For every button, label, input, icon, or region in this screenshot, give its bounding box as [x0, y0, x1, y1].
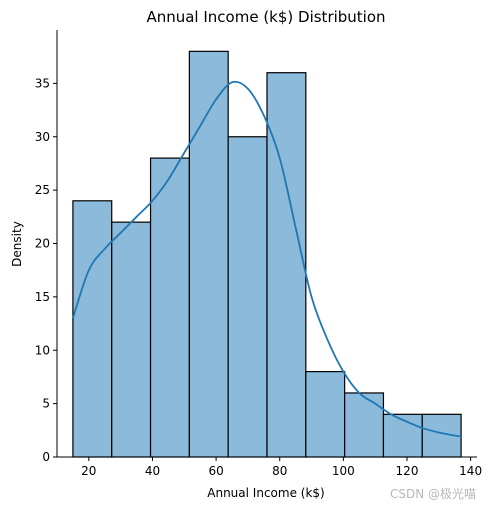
x-tick-label: 120	[396, 464, 419, 478]
x-tick-label: 100	[332, 464, 355, 478]
histogram-bar-8	[382, 413, 423, 458]
histogram-bar-5	[266, 72, 307, 458]
y-tick-label: 5	[42, 397, 50, 411]
histogram-bar-6	[305, 371, 346, 458]
histogram-bar-0	[72, 200, 113, 458]
histogram-bar-2	[149, 157, 190, 458]
bars-layer	[72, 50, 462, 458]
y-tick-label: 20	[35, 237, 50, 251]
watermark: CSDN @极光喵	[389, 487, 476, 501]
x-tick-label: 80	[272, 464, 287, 478]
y-tick-label: 15	[35, 290, 50, 304]
kde-layer	[72, 80, 462, 438]
x-tick-label: 60	[208, 464, 223, 478]
y-tick-label: 0	[42, 450, 50, 464]
x-tick-label: 140	[459, 464, 482, 478]
histogram-bar-3	[188, 50, 229, 458]
histogram-bar-1	[111, 221, 152, 458]
x-axis-label: Annual Income (k$)	[207, 486, 324, 500]
y-tick-label: 25	[35, 183, 50, 197]
x-tick-label: 40	[145, 464, 160, 478]
y-axis-label: Density	[10, 221, 24, 267]
kde-line	[72, 80, 462, 438]
histogram-bar-7	[344, 392, 385, 458]
axes-layer: 20 40 60 80 100 120 140 0 5 10 15 20 25 30 35	[35, 30, 482, 478]
y-tick-label: 10	[35, 343, 50, 357]
chart-title: Annual Income (k$) Distribution	[146, 8, 385, 26]
y-tick-label: 35	[35, 76, 50, 90]
y-tick-label: 30	[35, 130, 50, 144]
histogram-bar-4	[227, 136, 268, 458]
x-tick-label: 20	[81, 464, 96, 478]
